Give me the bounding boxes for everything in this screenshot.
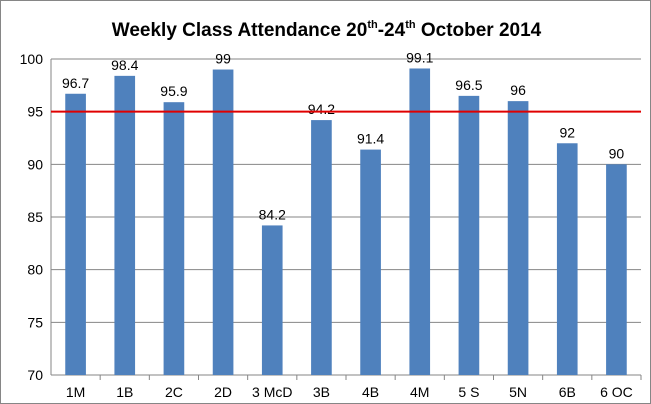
data-label: 84.2	[259, 206, 286, 222]
bar	[311, 120, 332, 376]
data-label: 90	[609, 145, 625, 161]
bar	[163, 102, 185, 375]
bar	[114, 75, 136, 375]
x-tick-label: 6 OC	[600, 384, 633, 400]
y-tick-label: 90	[27, 156, 43, 172]
x-tick-label: 1M	[66, 384, 85, 400]
data-label: 94.2	[308, 101, 335, 117]
x-tick-label: 2D	[214, 384, 232, 400]
y-tick-label: 85	[27, 209, 43, 225]
bar	[507, 101, 529, 375]
bar	[360, 149, 381, 375]
bar	[556, 143, 578, 375]
bar	[65, 93, 86, 375]
bar	[409, 68, 431, 375]
chart-title: Weekly Class Attendance 20th-24th Octobe…	[1, 20, 651, 42]
bar	[606, 164, 627, 375]
x-tick-label: 5 S	[458, 384, 479, 400]
data-label: 91.4	[357, 131, 384, 147]
y-tick-label: 80	[27, 262, 43, 278]
title-suffix: October 2014	[415, 20, 542, 41]
data-label: 98.4	[111, 57, 138, 73]
data-label: 92	[559, 124, 575, 140]
x-tick-label: 6B	[559, 384, 576, 400]
data-label: 96.7	[62, 75, 89, 91]
bar	[261, 225, 283, 375]
x-tick-label: 4B	[362, 384, 379, 400]
data-label: 99.1	[406, 49, 433, 65]
y-tick-label: 70	[27, 367, 43, 383]
x-tick-label: 5N	[509, 384, 527, 400]
data-label: 96.5	[455, 77, 482, 93]
bar	[458, 95, 480, 375]
title-sup-1: th	[367, 19, 378, 31]
x-tick-label: 2C	[165, 384, 183, 400]
data-label: 95.9	[160, 83, 187, 99]
y-tick-label: 75	[27, 314, 43, 330]
bar	[212, 69, 234, 376]
x-tick-label: 3 McD	[252, 384, 292, 400]
x-tick-label: 1B	[116, 384, 133, 400]
x-tick-label: 4M	[410, 384, 429, 400]
data-label: 99	[215, 51, 231, 67]
title-middle: -24	[377, 20, 406, 41]
data-label: 96	[510, 82, 526, 98]
y-tick-label: 95	[27, 104, 43, 120]
title-sup-2: th	[405, 19, 416, 31]
y-tick-label: 100	[20, 51, 44, 67]
x-tick-label: 3B	[313, 384, 330, 400]
title-prefix: Weekly Class Attendance 20	[111, 20, 368, 41]
